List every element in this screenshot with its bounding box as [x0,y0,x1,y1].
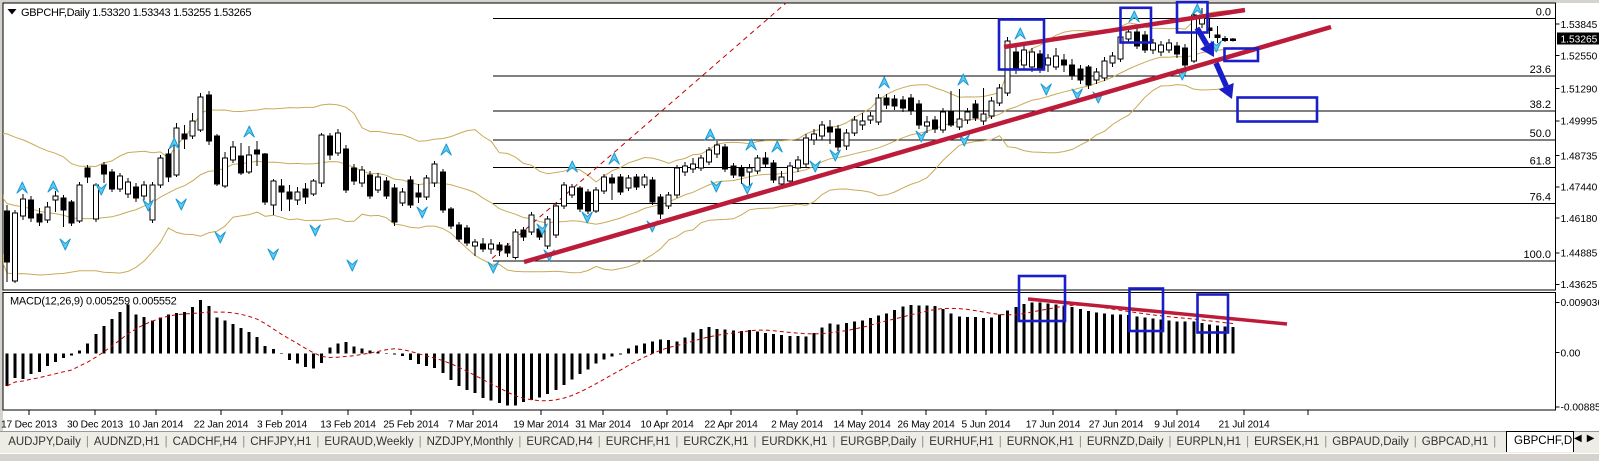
svg-text:1.51290: 1.51290 [1561,84,1598,95]
svg-text:17 Dec 2013: 17 Dec 2013 [1,420,58,431]
svg-text:3 Feb 2014: 3 Feb 2014 [257,420,308,431]
svg-text:21 Jul 2014: 21 Jul 2014 [1218,420,1270,431]
svg-text:30 Dec 2013: 30 Dec 2013 [67,420,124,431]
svg-text:14 May 2014: 14 May 2014 [833,420,891,431]
svg-text:2 May 2014: 2 May 2014 [771,420,823,431]
svg-text:0.009036: 0.009036 [1561,298,1599,309]
svg-text:19 Mar 2014: 19 Mar 2014 [513,420,569,431]
svg-text:0.0: 0.0 [1536,7,1551,19]
svg-text:1.47440: 1.47440 [1561,183,1598,194]
svg-text:22 Apr 2014: 22 Apr 2014 [704,420,758,431]
svg-text:22 Jan 2014: 22 Jan 2014 [194,420,249,431]
svg-text:50.0: 50.0 [1530,128,1551,140]
svg-text:76.4: 76.4 [1530,191,1551,203]
svg-text:27 Jun 2014: 27 Jun 2014 [1089,420,1144,431]
svg-text:7 Mar 2014: 7 Mar 2014 [448,420,499,431]
svg-text:0.00: 0.00 [1561,349,1581,360]
svg-text:10 Apr 2014: 10 Apr 2014 [640,420,694,431]
svg-text:1.46180: 1.46180 [1561,214,1598,225]
svg-text:1.53265: 1.53265 [1561,34,1598,45]
svg-text:17 Jun 2014: 17 Jun 2014 [1026,420,1081,431]
svg-text:61.8: 61.8 [1530,156,1551,168]
svg-text:1.44885: 1.44885 [1561,249,1598,260]
svg-text:MACD(12,26,9) 0.005259 0.00555: MACD(12,26,9) 0.005259 0.005552 [10,296,177,308]
svg-text:9 Jul 2014: 9 Jul 2014 [1154,420,1200,431]
svg-text:1.49995: 1.49995 [1561,117,1598,128]
svg-text:38.2: 38.2 [1530,99,1551,111]
svg-text:13 Feb 2014: 13 Feb 2014 [320,420,376,431]
svg-text:1.43625: 1.43625 [1561,280,1598,291]
svg-text:1.48735: 1.48735 [1561,151,1598,162]
svg-text:10 Jan 2014: 10 Jan 2014 [129,420,184,431]
svg-text:100.0: 100.0 [1523,249,1551,261]
svg-text:1.53845: 1.53845 [1561,20,1598,31]
svg-text:1.52550: 1.52550 [1561,51,1598,62]
svg-text:-0.008855: -0.008855 [1561,403,1599,414]
svg-text:25 Feb 2014: 25 Feb 2014 [383,420,439,431]
svg-text:31 Mar 2014: 31 Mar 2014 [575,420,631,431]
svg-text:23.6: 23.6 [1530,64,1551,76]
svg-text:5 Jun 2014: 5 Jun 2014 [962,420,1011,431]
svg-text:26 May 2014: 26 May 2014 [897,420,955,431]
svg-text:GBPCHF,Daily 1.53320 1.53343: GBPCHF,Daily 1.53320 1.53343 1.53255 1.5… [21,7,251,19]
